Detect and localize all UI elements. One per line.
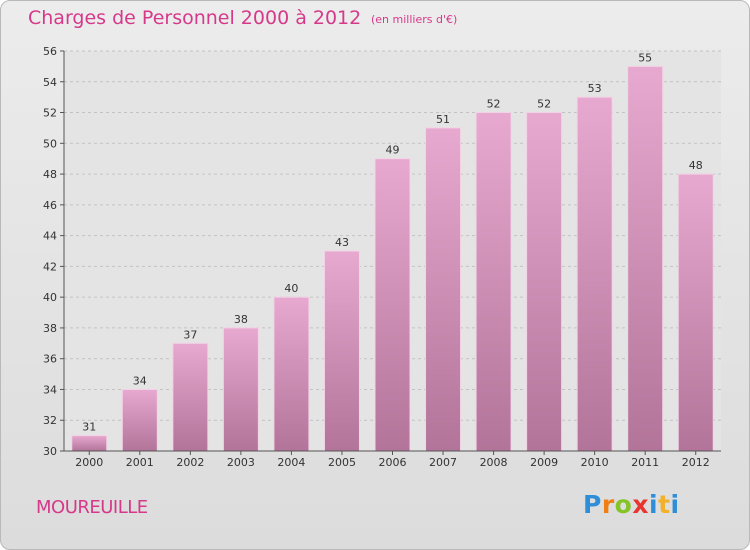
bar [677,173,714,452]
bars [71,65,714,452]
y-tick-label: 32 [43,414,57,427]
x-axis: 2000 2001 2002 2003 2004 2005 2006 2007 2008 2009… [64,450,721,469]
y-tick-label: 42 [43,260,57,273]
bar [71,435,108,452]
bar [323,250,360,452]
y-tick-label: 40 [43,291,57,304]
y-tick-label: 46 [43,199,57,212]
bar [273,296,310,452]
data-label: 43 [335,236,349,249]
bar [425,127,462,452]
place-name: MOUREUILLE [36,497,148,518]
x-tick-label: 2005 [328,456,356,469]
proxiti-logo: Proxiti [583,490,680,519]
data-label: 51 [436,113,450,126]
x-tick-label: 2009 [530,456,558,469]
bar [172,342,209,452]
bar [121,388,158,452]
x-tick-label: 2002 [176,456,204,469]
data-label: 37 [183,328,197,341]
y-tick-label: 44 [43,230,57,243]
bar [222,327,259,452]
x-tick-label: 2012 [682,456,710,469]
data-label: 48 [689,159,703,172]
x-tick-label: 2006 [379,456,407,469]
x-tick-label: 2000 [75,456,103,469]
y-tick-label: 50 [43,137,57,150]
data-label: 52 [487,98,501,111]
bar [374,158,411,452]
y-tick-label: 34 [43,383,57,396]
x-tick-label: 2010 [581,456,609,469]
x-tick-label: 2004 [277,456,305,469]
chart-subtitle: (en milliers d'€) [371,13,458,26]
x-tick-label: 2001 [126,456,154,469]
y-tick-label: 56 [43,45,57,58]
y-tick-label: 54 [43,76,57,89]
x-tick-label: 2011 [631,456,659,469]
y-axis: 30 32 34 36 38 40 42 44 46 48 50 52 54 56 [43,45,65,458]
y-tick-label: 36 [43,353,57,366]
data-label: 34 [133,374,147,387]
data-label: 53 [588,82,602,95]
x-tick-label: 2007 [429,456,457,469]
chart-title: Charges de Personnel 2000 à 2012 [28,7,362,29]
y-tick-label: 52 [43,107,57,120]
bar [576,96,613,452]
bar [627,65,664,452]
y-tick-label: 48 [43,168,57,181]
y-tick-label: 30 [43,445,57,458]
y-tick-label: 38 [43,322,57,335]
data-label: 38 [234,313,248,326]
x-tick-label: 2003 [227,456,255,469]
data-label: 49 [386,144,400,157]
data-label: 31 [82,421,96,434]
bar [526,112,563,452]
bar [475,112,512,452]
data-label: 55 [638,51,652,64]
data-label: 52 [537,98,551,111]
data-label: 40 [284,282,298,295]
x-tick-label: 2008 [480,456,508,469]
data-labels: 31 34 37 38 40 43 49 51 52 52 53 55 48 [82,51,702,433]
